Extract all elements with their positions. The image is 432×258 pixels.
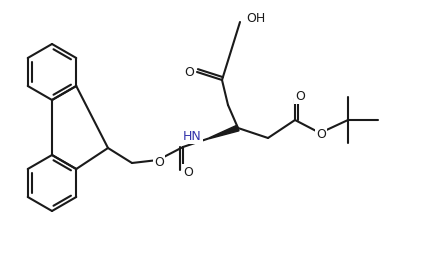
Polygon shape xyxy=(210,125,239,139)
Text: O: O xyxy=(184,67,194,79)
Text: O: O xyxy=(183,165,193,179)
Text: HN: HN xyxy=(183,130,202,142)
Text: OH: OH xyxy=(246,12,265,26)
Text: O: O xyxy=(295,90,305,102)
Text: O: O xyxy=(154,156,164,168)
Text: O: O xyxy=(316,128,326,141)
